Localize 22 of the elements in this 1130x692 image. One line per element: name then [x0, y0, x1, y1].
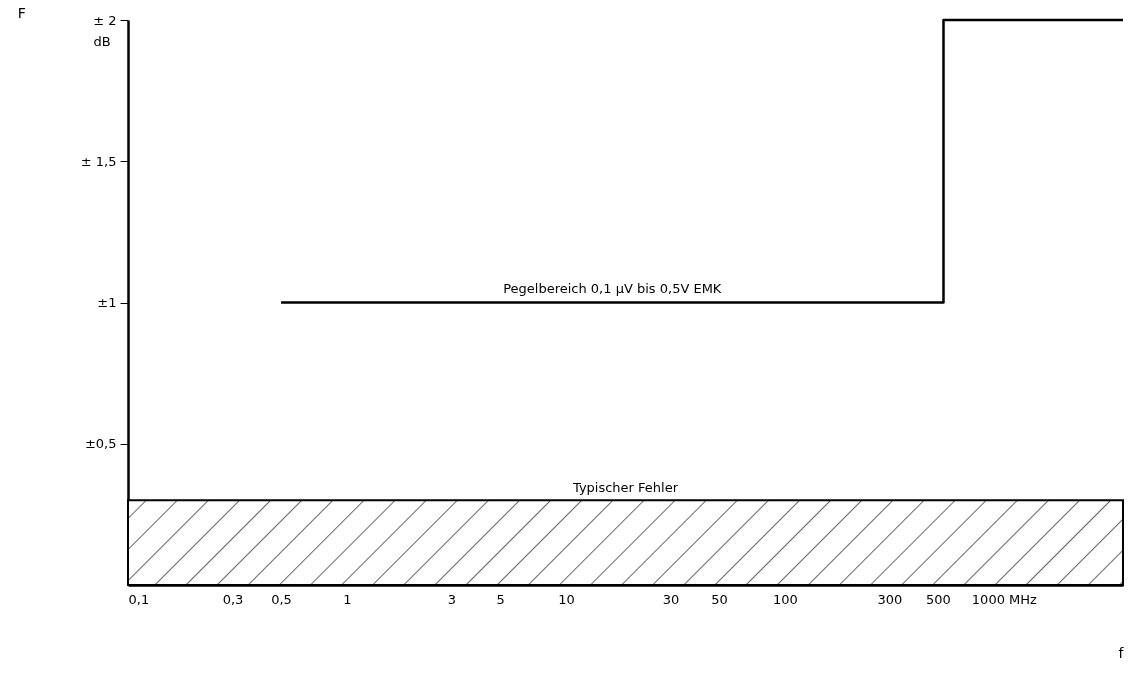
- x-tick-label: 0,1: [128, 591, 150, 607]
- x-tick-label: 500: [926, 591, 951, 607]
- band-label: Typischer Fehler: [571, 480, 679, 496]
- x-tick-label: 1: [343, 591, 352, 607]
- y-tick-label: ±1: [97, 295, 117, 310]
- x-tick-label: 5: [496, 591, 505, 607]
- x-tick-label: 50: [711, 591, 728, 607]
- text: dB: [93, 34, 111, 49]
- x-tick-label: 3: [447, 591, 457, 607]
- x-axis-title: f: [1118, 644, 1125, 661]
- y-tick-label: ±0,5: [84, 436, 117, 452]
- x-tick-label: 1000 MHz: [971, 591, 1038, 607]
- x-tick-label: 0,3: [222, 591, 244, 607]
- y-tick-label: ± 1,5: [80, 153, 117, 169]
- x-tick-label: 30: [662, 591, 680, 607]
- y-axis-title: F: [17, 4, 26, 21]
- x-tick-label: 300: [877, 591, 903, 607]
- y-tick-label: ± 2: [93, 12, 117, 28]
- x-tick-label: 100: [772, 591, 798, 607]
- x-tick-label: 0,5: [271, 591, 292, 607]
- x-tick-label: 10: [558, 591, 575, 607]
- series-label: Pegelbereich 0,1 µV bis 0,5V EMK: [503, 280, 722, 296]
